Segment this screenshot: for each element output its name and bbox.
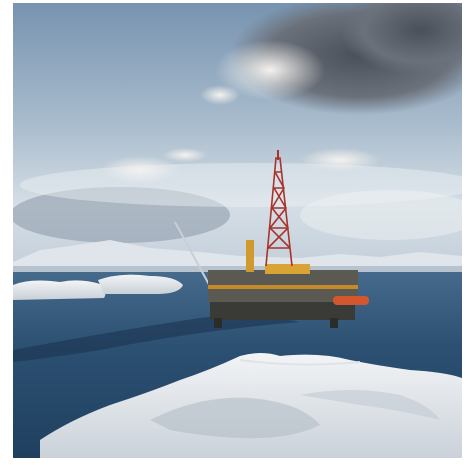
platform-leg <box>214 318 222 328</box>
ice-floe <box>98 274 183 294</box>
cloud <box>163 148 207 162</box>
cloud <box>215 40 325 100</box>
exhaust-stack <box>246 240 254 272</box>
drill-floor <box>265 264 310 274</box>
cloud <box>100 156 180 184</box>
ice-shadow <box>300 390 440 420</box>
crane-boom <box>174 221 213 291</box>
cloud <box>200 85 240 105</box>
light-band <box>20 163 462 207</box>
platform-base <box>210 300 355 320</box>
oil-slick <box>13 315 300 362</box>
storm-cloud <box>340 3 462 75</box>
platform-leg <box>330 318 338 328</box>
cloud-bank <box>13 187 230 243</box>
lifeboat <box>333 296 369 305</box>
ice-shadow <box>150 397 320 439</box>
cloud <box>300 148 380 172</box>
ice-floe <box>13 280 106 300</box>
deck-stripe <box>208 285 358 289</box>
mountains <box>13 240 462 272</box>
cloud-bank <box>300 190 462 240</box>
oil-platform <box>174 150 369 328</box>
ice-ridge <box>239 359 361 366</box>
scene <box>13 3 462 458</box>
